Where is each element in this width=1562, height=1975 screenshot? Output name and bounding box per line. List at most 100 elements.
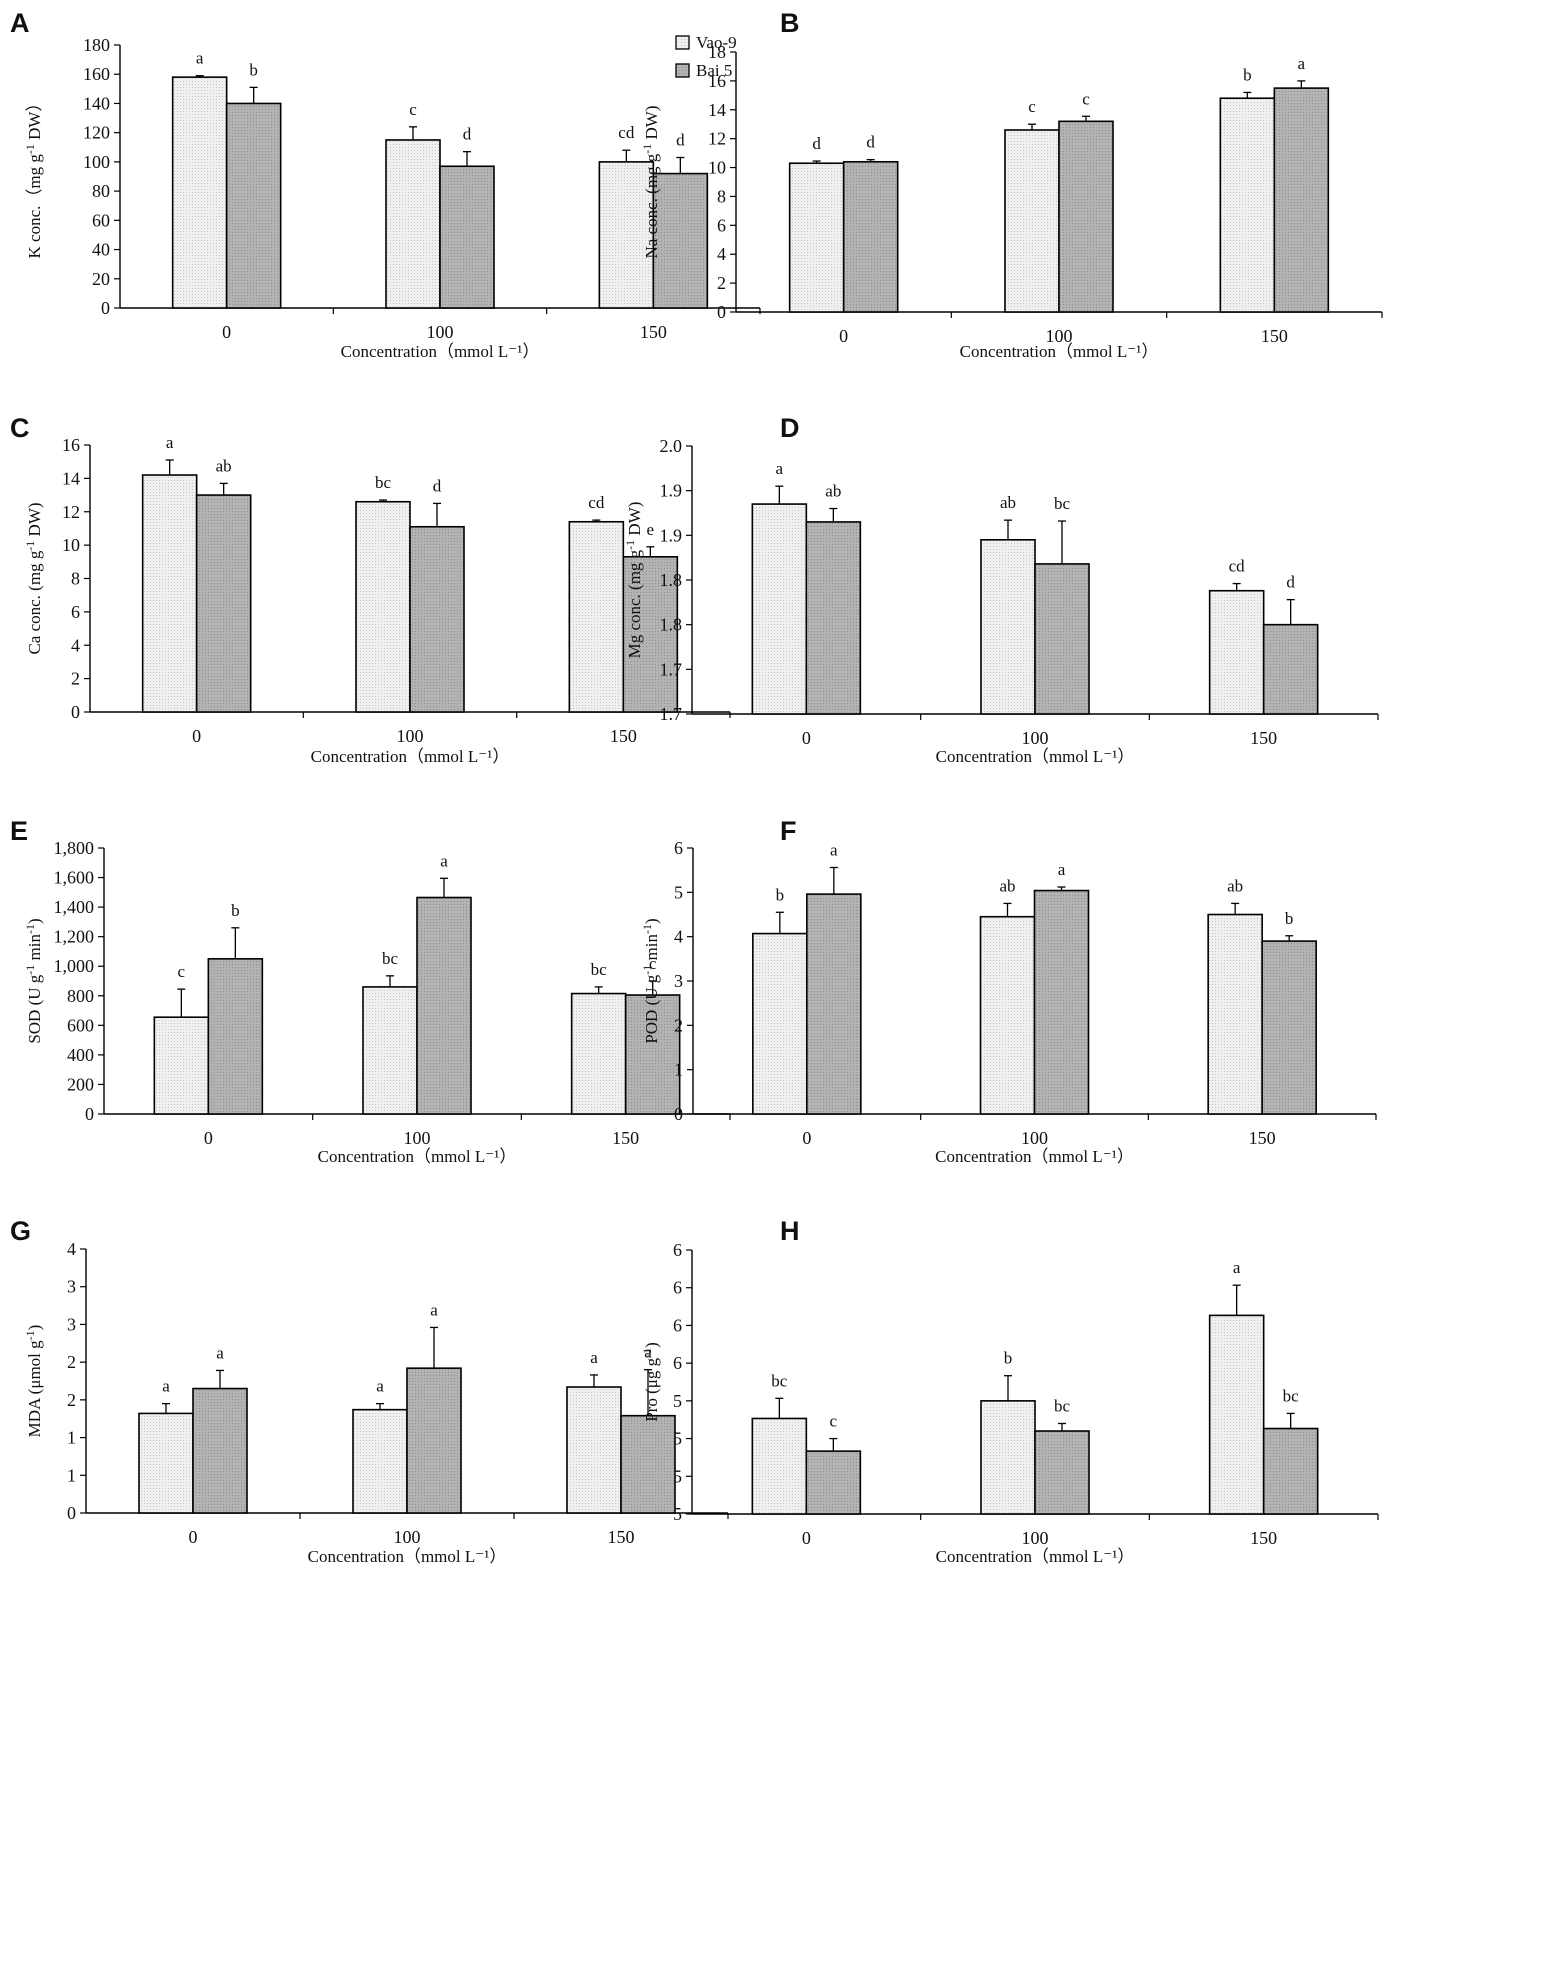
significance-letter: a: [776, 459, 784, 478]
y-axis-title-sup: -1: [623, 540, 637, 550]
y-axis-title-sup2: -1: [23, 924, 37, 934]
panel-letter: E: [10, 816, 28, 846]
y-axis-title-sup2: -1: [640, 924, 654, 934]
y-tick-label: 2.0: [660, 436, 683, 456]
y-tick-label: 8: [71, 569, 80, 589]
y-tick-label: 20: [92, 269, 110, 289]
panel-letter: H: [780, 1216, 800, 1246]
significance-letter: d: [433, 476, 442, 495]
y-axis-title-main: Pro: [642, 1398, 661, 1422]
significance-letter: a: [590, 1348, 598, 1367]
y-tick-label: 10: [708, 158, 726, 178]
y-axis-title-sup: -1: [23, 144, 37, 154]
x-axis-title: Concentration（mmol L⁻¹）: [936, 747, 1135, 766]
y-axis-title-tail: DW): [25, 502, 44, 540]
y-axis-title-sup: -1: [640, 965, 654, 975]
bar-bai5: [1273, 87, 1330, 313]
significance-letter: c: [409, 100, 417, 119]
significance-letter: a: [162, 1377, 170, 1396]
panel-D: D 1.7 1.7 1.8 1.8 1.9 1.9 2.0 0 100 150 a ab cd ab bc d C…: [623, 413, 1379, 766]
bar-vao9: [1208, 1314, 1265, 1515]
x-tick-label: 150: [1261, 326, 1288, 346]
bar-vao9: [980, 538, 1036, 715]
significance-letter: d: [1286, 573, 1295, 592]
x-tick-label: 0: [189, 1527, 198, 1547]
y-tick-label: 140: [83, 93, 110, 113]
y-axis-title-main: MDA: [25, 1397, 44, 1437]
y-axis-title-sup: -1: [640, 1348, 654, 1358]
y-tick-label: 200: [67, 1074, 94, 1094]
y-axis-title: K conc.（mg g-1 DW）: [23, 95, 44, 259]
y-tick-label: 180: [83, 35, 110, 55]
significance-letter: c: [1082, 89, 1090, 108]
y-axis-title: POD (U g-1 min-1): [640, 918, 661, 1043]
significance-letter: ab: [999, 876, 1015, 895]
y-tick-label: 1.8: [660, 615, 683, 635]
bar-vao9: [598, 161, 655, 309]
y-axis-title-tail: DW): [642, 105, 661, 143]
bar-bai5: [805, 1450, 862, 1515]
panel-letter: G: [10, 1216, 31, 1246]
panel-letter: D: [780, 413, 800, 443]
significance-letter: c: [830, 1412, 838, 1431]
x-axis-title: Concentration（mmol L⁻¹）: [936, 1547, 1135, 1566]
bar-bai5: [620, 1414, 676, 1514]
bar-vao9: [362, 986, 418, 1115]
significance-letter: cd: [618, 123, 635, 142]
bar-bai5: [622, 556, 679, 713]
y-tick-label: 0: [71, 702, 80, 722]
y-axis-title-unit: (mg g: [625, 549, 644, 594]
significance-letter: c: [1028, 97, 1036, 116]
y-tick-label: 5: [673, 1391, 682, 1411]
y-tick-label: 0: [85, 1104, 94, 1124]
y-axis-title-tail: DW）: [25, 95, 44, 145]
x-axis-title: Concentration（mmol L⁻¹）: [960, 342, 1159, 361]
x-tick-label: 0: [839, 326, 848, 346]
bar-vao9: [1004, 129, 1060, 313]
bar-bai5: [652, 172, 709, 309]
bar-bai5: [195, 494, 252, 713]
significance-letter: a: [216, 1343, 224, 1362]
y-tick-label: 160: [83, 64, 110, 84]
significance-letter: b: [1285, 909, 1294, 928]
bar-bai5: [1262, 623, 1319, 715]
y-tick-label: 100: [83, 152, 110, 172]
panel-letter: A: [10, 8, 30, 38]
bar-vao9: [355, 500, 411, 713]
bar-bai5: [192, 1387, 248, 1514]
bar-vao9: [1207, 913, 1263, 1115]
significance-letter: a: [1058, 860, 1066, 879]
y-axis-title: MDA (μmol g-1): [23, 1325, 44, 1438]
bar-bai5: [805, 521, 862, 715]
bar-vao9: [752, 932, 808, 1115]
bar-bai5: [624, 994, 681, 1115]
x-tick-label: 100: [394, 1527, 421, 1547]
y-tick-label: 1: [67, 1465, 76, 1485]
bar-bai5: [1262, 1427, 1319, 1515]
x-tick-label: 150: [612, 1128, 639, 1148]
x-tick-label: 100: [397, 726, 424, 746]
y-axis-title-tail: DW): [625, 502, 644, 540]
y-tick-label: 1,600: [54, 868, 95, 888]
bar-vao9: [1208, 589, 1265, 715]
y-axis-title-end: ): [642, 918, 661, 924]
y-axis-title-sup: -1: [640, 144, 654, 154]
y-tick-label: 0: [717, 302, 726, 322]
y-tick-label: 800: [67, 986, 94, 1006]
y-tick-label: 6: [673, 1278, 682, 1298]
y-tick-label: 60: [92, 210, 110, 230]
significance-letter: bc: [1054, 1396, 1071, 1415]
x-tick-label: 150: [1250, 728, 1277, 748]
bar-bai5: [1034, 1430, 1090, 1515]
x-tick-label: 0: [802, 728, 811, 748]
significance-letter: b: [231, 901, 240, 920]
y-axis-title: SOD (U g-1 min-1): [23, 918, 44, 1043]
y-axis-title-main: Na conc.: [642, 198, 661, 258]
y-axis-title-unit: (U g: [25, 974, 44, 1009]
y-axis-title-unit: (mg g: [25, 550, 44, 595]
x-tick-label: 100: [1022, 1528, 1049, 1548]
y-axis-title: Ca conc. (mg g-1 DW): [23, 502, 44, 654]
y-tick-label: 6: [674, 838, 683, 858]
bar-vao9: [751, 503, 808, 715]
